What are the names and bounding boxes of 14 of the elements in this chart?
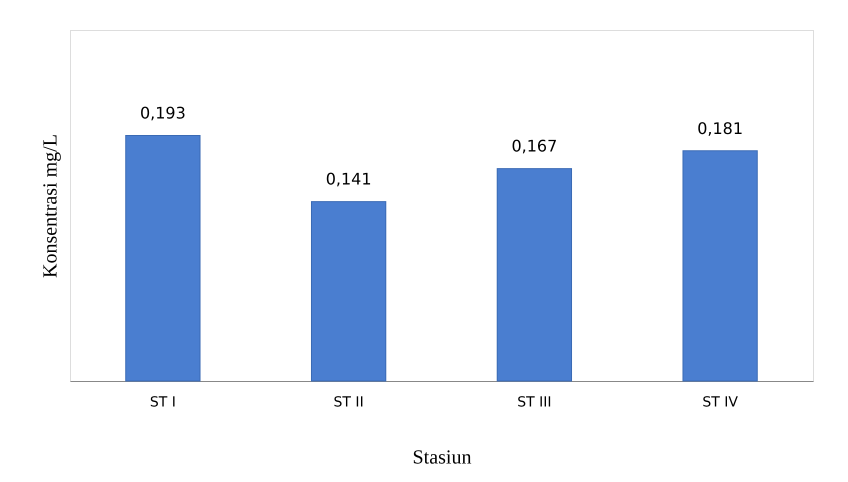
x-tick-label: ST IV [702, 394, 738, 410]
data-label: 0,193 [140, 104, 186, 123]
y-axis-title: Konsentrasi mg/L [40, 134, 62, 278]
x-tick-label: ST III [517, 394, 552, 410]
x-axis-title: Stasiun [412, 446, 472, 468]
data-label: 0,141 [326, 170, 372, 189]
bar [310, 201, 386, 382]
data-label: 0,181 [697, 118, 744, 138]
x-tick-label: ST II [334, 394, 364, 410]
x-tick-label: ST I [150, 394, 176, 410]
bar [496, 168, 572, 382]
data-label: 0,167 [511, 136, 558, 156]
bar [125, 135, 201, 382]
bar [682, 150, 758, 382]
